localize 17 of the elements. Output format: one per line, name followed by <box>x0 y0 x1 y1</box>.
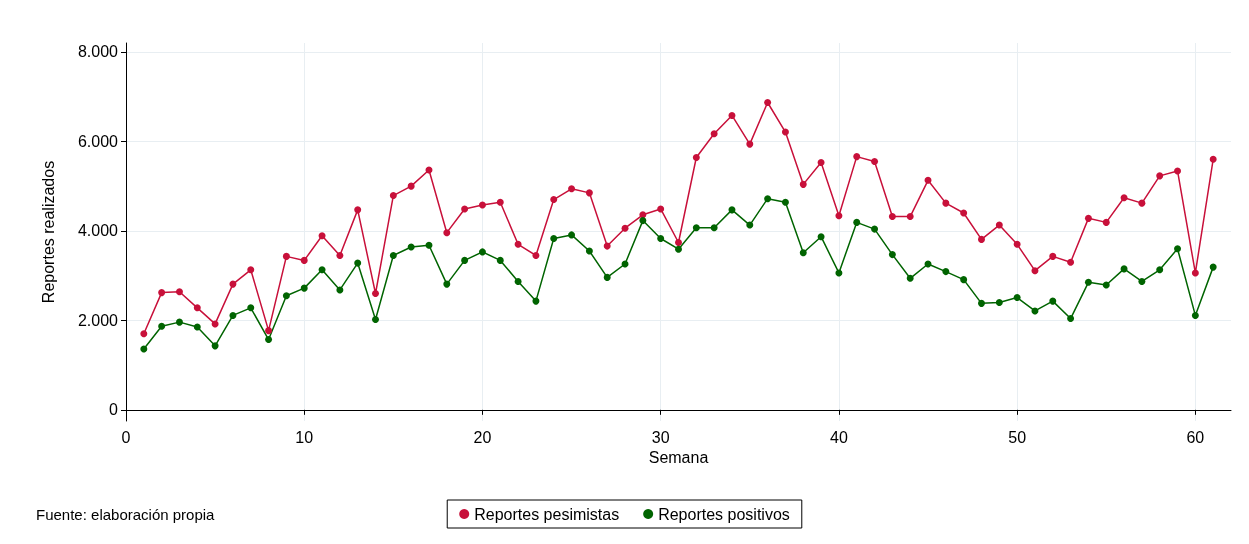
y-tick-label: 6.000 <box>77 132 119 150</box>
source-note: Fuente: elaboración propia <box>36 506 216 523</box>
x-tick-label: 20 <box>473 428 492 446</box>
x-axis-title: Semana <box>648 449 709 467</box>
x-tick-label: 30 <box>651 428 670 446</box>
x-tick-label: 50 <box>1008 428 1027 446</box>
y-axis-title: Reportes realizados <box>39 160 57 304</box>
y-tick-label: 2.000 <box>77 311 119 329</box>
legend-label: Reportes positivos <box>658 505 790 523</box>
x-tick-label: 60 <box>1186 428 1205 446</box>
legend-label: Reportes pesimistas <box>474 505 620 523</box>
x-tick-label: 0 <box>121 428 131 446</box>
y-tick-label: 8.000 <box>77 43 119 61</box>
x-tick-label: 40 <box>830 428 848 446</box>
x-tick-label: 10 <box>295 428 314 446</box>
y-tick-label: 0 <box>109 401 119 419</box>
y-tick-label: 4.000 <box>77 222 119 240</box>
